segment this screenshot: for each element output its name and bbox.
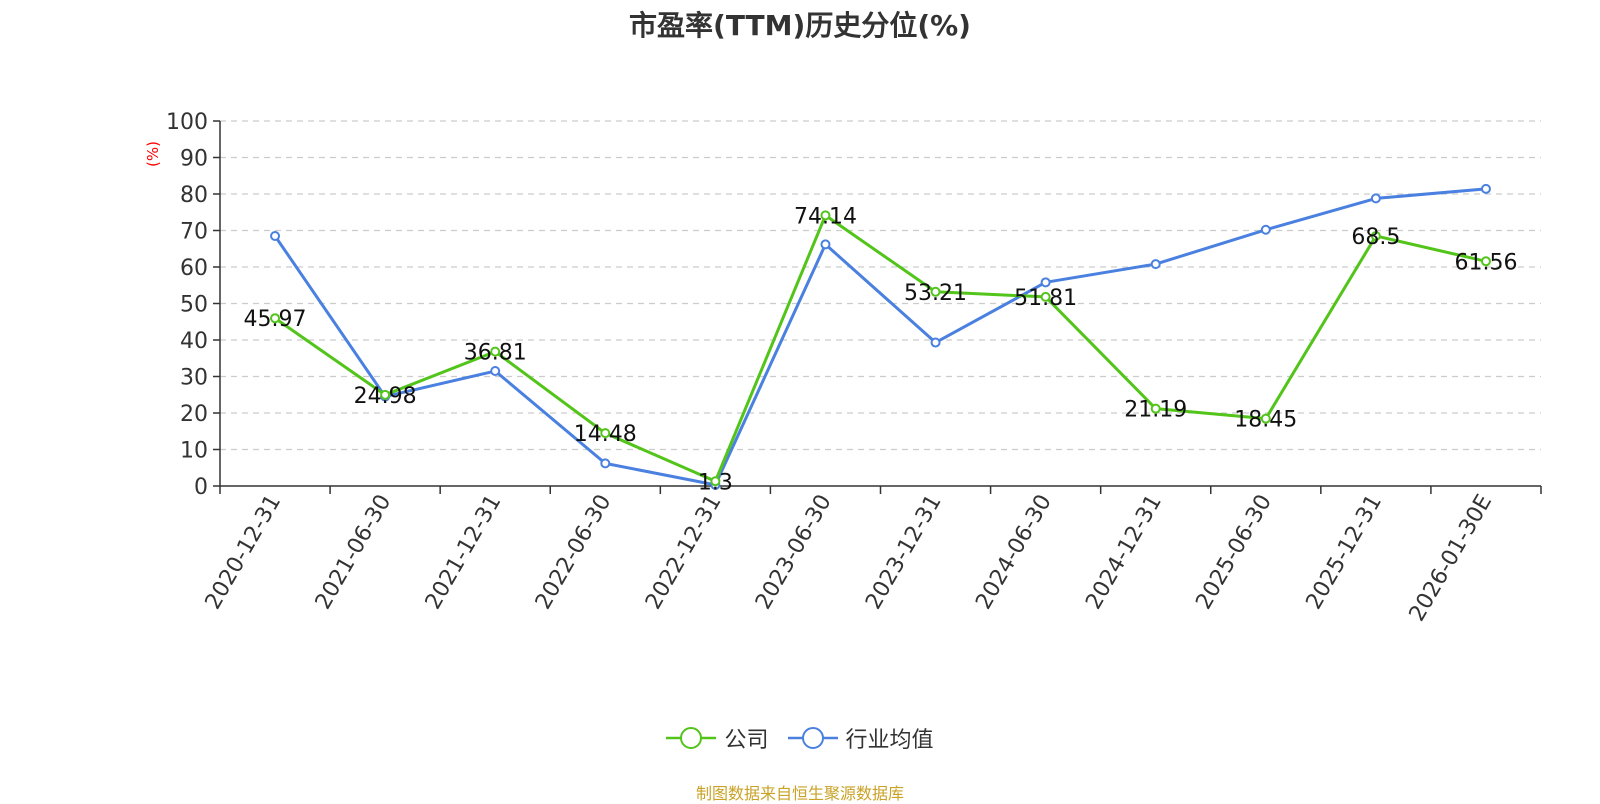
data-point[interactable] bbox=[710, 476, 721, 487]
x-tick-label: 2026-01-30E bbox=[1405, 491, 1498, 626]
y-tick-label: 80 bbox=[180, 183, 208, 208]
y-tick-label: 20 bbox=[180, 402, 208, 427]
y-tick-label: 10 bbox=[180, 439, 208, 464]
x-tick-label: 2025-06-30 bbox=[1191, 491, 1277, 614]
data-label: 18.45 bbox=[1234, 408, 1297, 433]
data-label: 53.21 bbox=[904, 281, 967, 306]
legend-industry-marker-icon bbox=[787, 727, 838, 749]
data-label: 1.3 bbox=[698, 470, 733, 495]
data-label: 61.56 bbox=[1454, 250, 1517, 275]
data-point[interactable] bbox=[1260, 413, 1271, 424]
y-tick-label: 100 bbox=[166, 110, 208, 135]
data-labels: 45.97 24.98 36.81 14.48 1.3 74.14 53.21 51.81 21… bbox=[244, 204, 1518, 495]
legend-company-marker-icon bbox=[666, 727, 717, 749]
data-point[interactable] bbox=[820, 239, 831, 250]
x-tick-label: 2021-12-31 bbox=[421, 491, 507, 614]
y-tick-label: 30 bbox=[180, 366, 208, 391]
data-point[interactable] bbox=[600, 428, 611, 439]
x-tick-label: 2023-12-31 bbox=[861, 491, 947, 614]
data-point[interactable] bbox=[820, 210, 831, 221]
data-point[interactable] bbox=[1370, 230, 1381, 241]
x-tick-label: 2021-06-30 bbox=[311, 491, 397, 614]
data-label: 74.14 bbox=[794, 204, 857, 229]
series-line bbox=[274, 213, 1487, 483]
x-tick-label: 2023-06-30 bbox=[751, 491, 837, 614]
data-point[interactable] bbox=[1040, 291, 1051, 302]
data-label: 45.97 bbox=[244, 307, 307, 332]
legend: 公司 行业均值 bbox=[0, 722, 1600, 757]
chart-title: 市盈率(TTM)历史分位(%) bbox=[629, 9, 971, 42]
x-tick-label: 2022-12-31 bbox=[641, 491, 727, 614]
y-tick-label: 70 bbox=[180, 220, 208, 245]
y-tick-label: 90 bbox=[180, 147, 208, 172]
data-point[interactable] bbox=[1480, 183, 1491, 194]
data-point[interactable] bbox=[1260, 224, 1271, 235]
y-axis-label: (%) bbox=[144, 141, 162, 167]
data-label: 36.81 bbox=[464, 341, 527, 366]
y-tick-label: 0 bbox=[194, 475, 208, 500]
x-tick-label: 2025-12-31 bbox=[1301, 491, 1387, 614]
data-point[interactable] bbox=[1370, 193, 1381, 204]
data-point[interactable] bbox=[490, 346, 501, 357]
data-label: 14.48 bbox=[574, 422, 637, 447]
y-tick-label: 40 bbox=[180, 329, 208, 354]
x-tick-label: 2024-06-30 bbox=[971, 491, 1057, 614]
y-tick-label: 50 bbox=[180, 293, 208, 318]
data-label: 51.81 bbox=[1014, 286, 1077, 311]
x-tick-label: 2024-12-31 bbox=[1081, 491, 1167, 614]
data-point[interactable] bbox=[270, 230, 281, 241]
data-point[interactable] bbox=[600, 458, 611, 469]
series-line bbox=[273, 187, 1487, 487]
x-tick-label: 2022-06-30 bbox=[531, 491, 617, 614]
data-point[interactable] bbox=[270, 313, 281, 324]
data-point[interactable] bbox=[1480, 256, 1491, 267]
data-label: 68.5 bbox=[1351, 225, 1400, 250]
data-label: 21.19 bbox=[1124, 398, 1187, 423]
data-point[interactable] bbox=[1150, 259, 1161, 270]
legend-item-industry[interactable]: 行业均值 bbox=[787, 722, 934, 754]
data-point[interactable] bbox=[930, 286, 941, 297]
data-point[interactable] bbox=[490, 366, 501, 377]
data-point[interactable] bbox=[1150, 403, 1161, 414]
data-point[interactable] bbox=[1040, 277, 1051, 288]
x-tick-label: 2020-12-31 bbox=[201, 491, 287, 614]
gridlines bbox=[220, 120, 1541, 451]
y-tick-label: 60 bbox=[180, 256, 208, 281]
source-note: 制图数据来自恒生聚源数据库 bbox=[695, 784, 904, 803]
legend-label-company: 公司 bbox=[724, 728, 769, 753]
legend-label-industry: 行业均值 bbox=[845, 728, 934, 753]
legend-item-company[interactable]: 公司 bbox=[666, 722, 769, 754]
data-point[interactable] bbox=[930, 337, 941, 348]
axes: 0 10 20 30 40 50 60 70 80 90 100 2020-12-31 2021-06-… bbox=[166, 110, 1542, 626]
series-lines bbox=[270, 183, 1491, 490]
data-point[interactable] bbox=[380, 389, 391, 400]
data-label: 24.98 bbox=[354, 384, 417, 409]
